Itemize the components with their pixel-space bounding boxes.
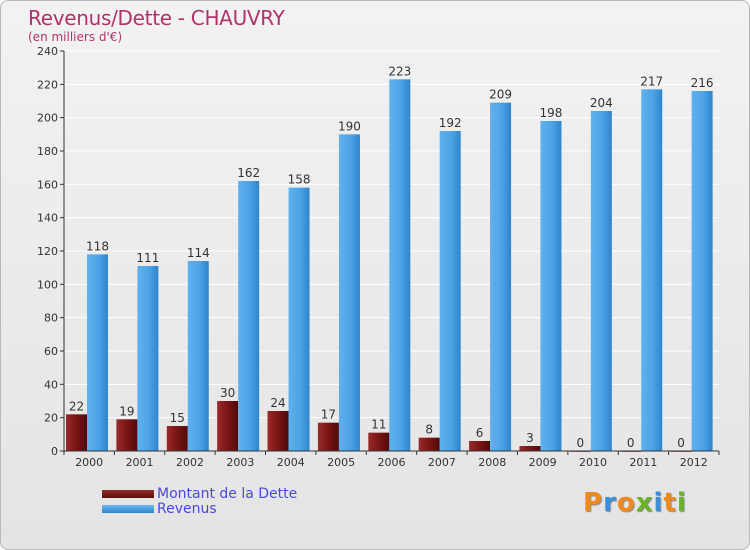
data-label-revenue: 162 — [237, 166, 260, 180]
y-tick-label: 120 — [37, 245, 58, 258]
bar-revenue — [87, 254, 108, 451]
logo-letter: t — [663, 488, 677, 518]
y-tick-label: 20 — [44, 412, 58, 425]
y-tick-label: 200 — [37, 112, 58, 125]
bar-debt — [418, 437, 440, 451]
data-label-revenue: 216 — [691, 76, 714, 90]
legend-swatch-revenue — [102, 505, 154, 513]
y-tick-label: 100 — [37, 278, 58, 291]
data-label-debt: 30 — [220, 386, 235, 400]
y-tick-label: 80 — [44, 312, 58, 325]
x-tick-label: 2011 — [629, 456, 657, 469]
y-tick-label: 140 — [37, 212, 58, 225]
x-tick-label: 2005 — [327, 456, 355, 469]
bar-revenue — [137, 266, 159, 451]
logo-letter: i — [676, 488, 687, 518]
logo-letter: o — [616, 488, 636, 518]
y-tick-label: 240 — [37, 45, 58, 58]
data-label-debt: 22 — [69, 399, 84, 413]
y-tick-label: 0 — [51, 445, 58, 458]
logo-letter: x — [635, 488, 654, 518]
bar-revenue — [590, 111, 612, 451]
bar-debt — [116, 419, 138, 451]
x-tick-label: 2001 — [126, 456, 154, 469]
data-label-debt: 15 — [170, 411, 185, 425]
bar-debt — [317, 422, 339, 451]
y-tick-label: 60 — [44, 345, 58, 358]
data-label-revenue: 158 — [288, 173, 311, 187]
data-label-revenue: 204 — [590, 96, 613, 110]
data-label-revenue: 114 — [187, 246, 210, 260]
chart-title: Revenus/Dette - CHAUVRY — [28, 6, 285, 30]
bar-debt — [469, 441, 491, 451]
x-tick-label: 2007 — [428, 456, 456, 469]
bar-revenue — [641, 89, 663, 451]
data-label-debt: 19 — [119, 404, 134, 418]
logo-letter: i — [653, 488, 664, 518]
x-tick-label: 2003 — [226, 456, 254, 469]
x-tick-label: 2004 — [277, 456, 305, 469]
legend-label-debt: Montant de la Dette — [157, 486, 298, 502]
bar-revenue — [238, 181, 260, 451]
data-labels: 2211819111151143016224158171901122381926… — [69, 64, 714, 450]
data-label-revenue: 118 — [86, 239, 109, 253]
data-label-revenue: 209 — [489, 88, 512, 102]
legend-label-revenue: Revenus — [157, 501, 217, 517]
data-label-debt: 8 — [425, 423, 433, 437]
bars — [66, 79, 713, 452]
data-label-revenue: 198 — [540, 106, 563, 120]
y-tick-label: 180 — [37, 145, 58, 158]
data-label-revenue: 192 — [439, 116, 462, 130]
bar-revenue — [288, 187, 310, 451]
x-tick-label: 2012 — [680, 456, 708, 469]
data-label-debt: 0 — [627, 436, 635, 450]
data-label-debt: 6 — [476, 426, 484, 440]
bar-debt — [66, 414, 87, 451]
x-tick-label: 2010 — [579, 456, 607, 469]
bar-revenue — [490, 102, 512, 452]
chart-unit-subtitle: (en milliers d'€) — [28, 30, 123, 44]
logo-letter: P — [583, 488, 604, 518]
x-tick-label: 2009 — [529, 456, 557, 469]
data-label-debt: 24 — [270, 396, 285, 410]
data-label-debt: 3 — [526, 431, 534, 445]
proxiti-logo: Proxiti — [583, 488, 687, 518]
bar-debt — [217, 401, 239, 451]
data-label-debt: 0 — [577, 436, 585, 450]
y-tick-label: 40 — [44, 378, 58, 391]
data-label-debt: 11 — [371, 418, 386, 432]
data-label-revenue: 190 — [338, 119, 361, 133]
y-tick-label: 160 — [37, 178, 58, 191]
data-label-revenue: 111 — [136, 251, 159, 265]
x-tick-label: 2008 — [478, 456, 506, 469]
bar-debt — [519, 446, 541, 451]
bar-revenue — [540, 121, 562, 451]
x-tick-label: 2002 — [176, 456, 204, 469]
data-label-debt: 0 — [677, 436, 685, 450]
bar-revenue — [691, 91, 713, 451]
x-tick-label: 2006 — [378, 456, 406, 469]
bar-revenue — [187, 261, 209, 451]
x-tick-label: 2000 — [75, 456, 103, 469]
data-label-revenue: 217 — [640, 74, 663, 88]
data-label-debt: 17 — [321, 408, 336, 422]
logo-letter: r — [603, 488, 617, 518]
data-label-revenue: 223 — [388, 64, 411, 78]
bar-debt — [368, 432, 390, 451]
bar-revenue — [338, 134, 360, 452]
bar-revenue — [389, 79, 411, 451]
bar-revenue — [439, 131, 461, 451]
bar-debt — [267, 411, 289, 451]
bar-debt — [166, 426, 188, 451]
y-tick-label: 220 — [37, 78, 58, 91]
legend-swatch-debt — [102, 490, 154, 498]
